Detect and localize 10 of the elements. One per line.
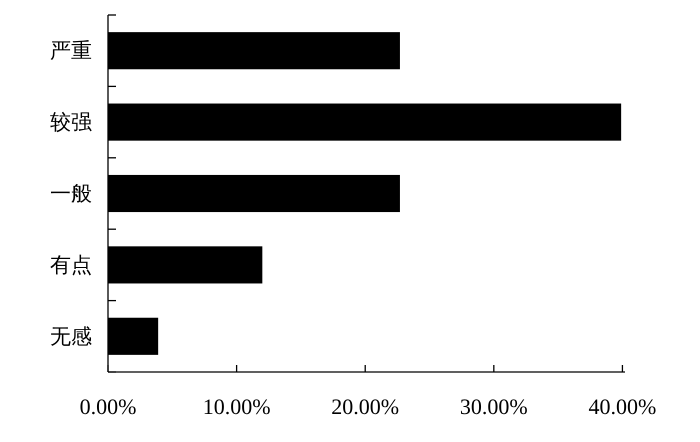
x-tick-label: 0.00% bbox=[80, 394, 136, 419]
x-tick-label: 20.00% bbox=[331, 394, 400, 419]
y-tick-label: 较强 bbox=[50, 110, 92, 134]
y-tick-label: 无感 bbox=[50, 324, 92, 348]
x-tick-label: 10.00% bbox=[202, 394, 271, 419]
y-tick-label: 有点 bbox=[50, 252, 92, 277]
y-tick-label: 一般 bbox=[50, 182, 92, 206]
x-tick-label: 30.00% bbox=[460, 394, 528, 419]
y-tick-label: 严重 bbox=[50, 38, 92, 63]
x-tick-label: 40.00% bbox=[588, 394, 656, 419]
